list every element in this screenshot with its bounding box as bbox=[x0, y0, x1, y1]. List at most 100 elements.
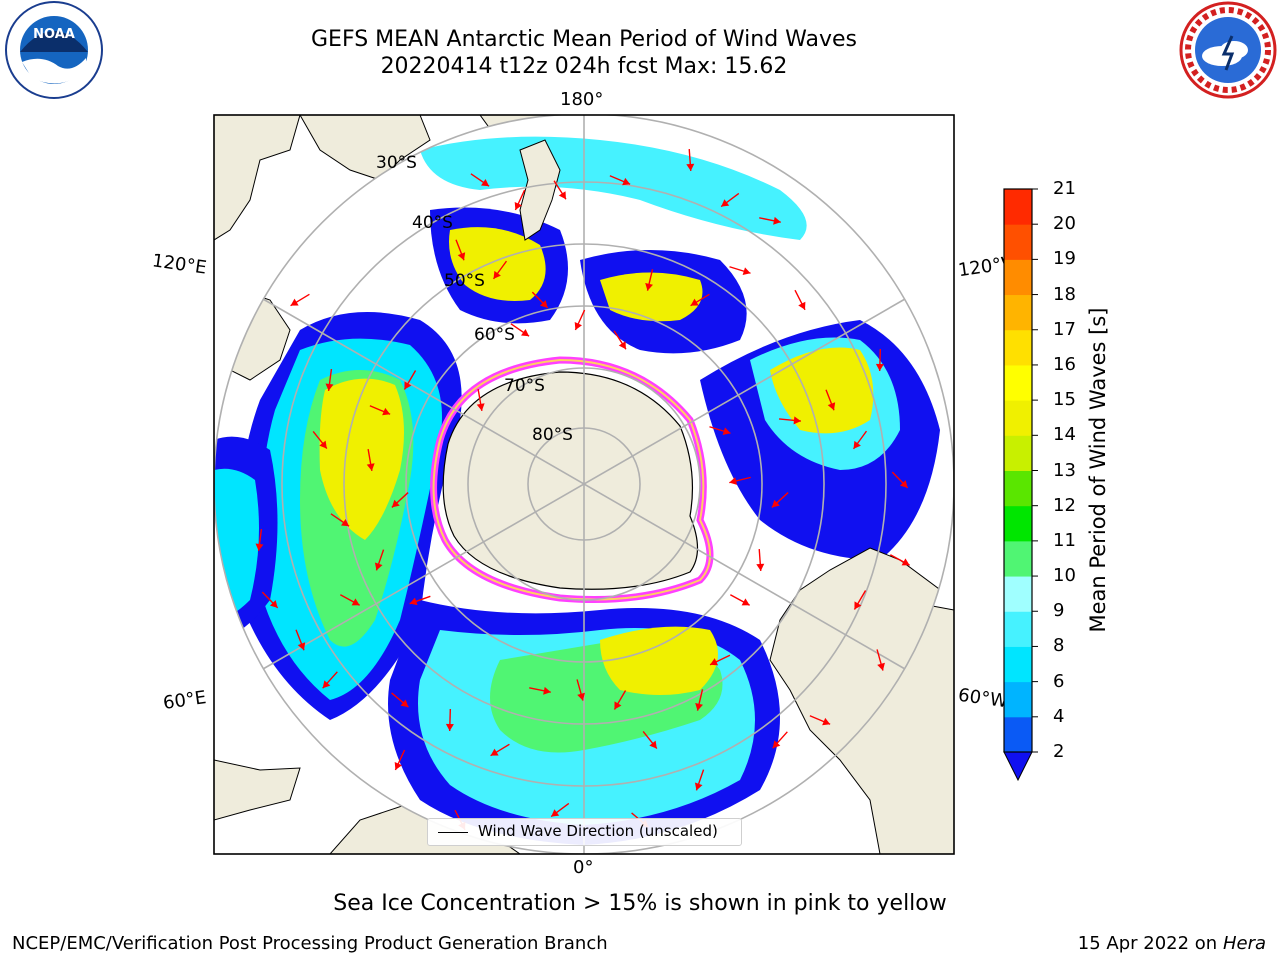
wave-direction-arrow-head bbox=[521, 328, 530, 337]
wave-direction-arrow-head bbox=[404, 381, 412, 390]
wave-direction-arrow-head bbox=[269, 600, 278, 608]
wave-direction-arrow-head bbox=[366, 463, 375, 471]
wave-direction-arrow-head bbox=[409, 597, 418, 606]
wave-direction-arrow-head bbox=[722, 427, 731, 436]
wave-direction-arrow-head bbox=[490, 748, 499, 756]
wave-direction-arrow-head bbox=[899, 480, 908, 488]
colorbar-tick-label: 11 bbox=[1053, 529, 1076, 551]
wave-direction-arrow-head bbox=[773, 216, 781, 225]
colorbar-segment bbox=[1004, 505, 1032, 542]
wave-direction-arrow-head bbox=[694, 782, 703, 791]
colorbar-segment bbox=[1004, 259, 1032, 296]
noaa-logo: NOAA bbox=[5, 1, 103, 99]
wave-direction-arrow-head bbox=[645, 282, 653, 291]
wave-direction-arrow-head bbox=[577, 692, 585, 701]
colorbar-segment bbox=[1004, 576, 1032, 612]
sea-ice-caption: Sea Ice Concentration > 15% is shown in … bbox=[333, 891, 947, 916]
colorbar-tick-label: 14 bbox=[1053, 424, 1076, 446]
colorbar-segment bbox=[1004, 400, 1032, 436]
wave-direction-arrow-head bbox=[351, 598, 360, 606]
wave-direction-arrow-head bbox=[551, 809, 560, 817]
wave-period-patch bbox=[770, 347, 874, 434]
wave-direction-arrow-head bbox=[822, 717, 831, 726]
wave-direction-arrow-head bbox=[543, 686, 551, 695]
colorbar-segment bbox=[1004, 329, 1032, 366]
wave-direction-arrow-head bbox=[622, 177, 631, 186]
colorbar-tick-label: 18 bbox=[1053, 283, 1076, 305]
colorbar-segment bbox=[1004, 224, 1032, 260]
colorbar-tick-label: 13 bbox=[1053, 459, 1076, 481]
wave-direction-arrow-head bbox=[695, 702, 703, 711]
wave-period-patch bbox=[420, 136, 807, 240]
lat-label-30s: 30°S bbox=[376, 153, 417, 173]
colorbar-tick-label: 9 bbox=[1053, 600, 1065, 622]
wave-direction-arrow-head bbox=[721, 199, 730, 207]
colorbar-segment bbox=[1004, 540, 1032, 577]
wave-period-patch bbox=[449, 227, 546, 301]
wave-direction-arrow-head bbox=[391, 499, 400, 508]
colorbar-tick-label: 10 bbox=[1053, 565, 1076, 587]
wave-direction-arrow-head bbox=[476, 403, 485, 411]
wave-direction-arrow-head bbox=[618, 341, 626, 350]
wave-direction-arrow-head bbox=[854, 601, 862, 610]
wave-direction-arrow-head bbox=[445, 723, 454, 731]
wave-direction-arrow-head bbox=[742, 267, 751, 276]
wave-direction-arrow-head bbox=[319, 440, 327, 449]
colorbar bbox=[1003, 188, 1038, 782]
colorbar-tick-label: 16 bbox=[1053, 353, 1076, 375]
colorbar-tick-label: 20 bbox=[1053, 213, 1076, 235]
wave-direction-arrow-head bbox=[756, 563, 765, 571]
colorbar-tick-label: 2 bbox=[1053, 741, 1065, 762]
nws-logo bbox=[1179, 1, 1277, 99]
wave-direction-arrow-head bbox=[322, 680, 331, 689]
lon-label-top: 180° bbox=[560, 89, 604, 110]
map-frame bbox=[213, 114, 955, 855]
wave-direction-arrow-head bbox=[710, 658, 719, 666]
wave-direction-arrow-head bbox=[729, 477, 738, 485]
colorbar-tick-label: 6 bbox=[1053, 670, 1065, 692]
lat-label-50s: 50°S bbox=[444, 271, 485, 291]
wave-direction-arrow-head bbox=[574, 321, 582, 331]
wave-direction-arrow-head bbox=[481, 178, 490, 187]
legend-label: Wind Wave Direction (unscaled) bbox=[478, 822, 718, 840]
footer-machine: Hera bbox=[1222, 933, 1266, 954]
wave-direction-arrow-head bbox=[875, 363, 884, 371]
lat-label-40s: 40°S bbox=[412, 213, 453, 233]
wave-direction-arrow-head bbox=[690, 298, 699, 306]
wave-direction-arrow-head bbox=[771, 499, 780, 508]
wave-direction-arrow-head bbox=[493, 270, 501, 279]
wave-direction-arrow-head bbox=[539, 300, 548, 308]
wave-direction-arrow-head bbox=[686, 163, 695, 171]
legend-line bbox=[438, 832, 468, 833]
footer-right: 15 Apr 2022 on Hera bbox=[1078, 933, 1266, 954]
wave-period-patch bbox=[600, 272, 703, 322]
wave-direction-arrow-head bbox=[290, 298, 299, 306]
legend-box: Wind Wave Direction (unscaled) bbox=[427, 818, 742, 846]
wave-direction-arrow-head bbox=[558, 191, 566, 200]
title-line-1: GEFS MEAN Antarctic Mean Period of Wind … bbox=[311, 27, 857, 52]
colorbar-segment bbox=[1004, 470, 1032, 507]
wave-direction-arrow-head bbox=[877, 662, 885, 671]
colorbar-segment bbox=[1004, 364, 1032, 401]
footer-date: 15 Apr 2022 on bbox=[1077, 933, 1223, 954]
lon-label-bottom: 0° bbox=[573, 857, 594, 878]
wave-direction-arrow-head bbox=[827, 402, 836, 411]
wave-direction-arrow-head bbox=[341, 518, 350, 527]
colorbar-tick-label: 4 bbox=[1053, 705, 1065, 727]
colorbar-segment bbox=[1004, 294, 1032, 331]
wave-direction-arrow-head bbox=[901, 558, 910, 566]
wave-direction-arrow-head bbox=[394, 761, 402, 771]
wave-direction-arrow-head bbox=[400, 699, 409, 708]
wave-direction-arrow-head bbox=[853, 440, 861, 449]
title-line-2: 20220414 t12z 024h fcst Max: 15.62 bbox=[380, 54, 788, 79]
wave-direction-arrow-head bbox=[457, 252, 466, 261]
wave-direction-arrow-head bbox=[614, 701, 622, 710]
wave-direction-arrow-head bbox=[255, 543, 264, 551]
lat-label-60s: 60°S bbox=[474, 325, 515, 345]
wave-direction-arrow-head bbox=[374, 562, 383, 571]
wave-direction-arrow-head bbox=[798, 301, 806, 310]
colorbar-segment bbox=[1004, 646, 1032, 683]
lat-label-80s: 80°S bbox=[532, 425, 573, 445]
wave-direction-arrow-head bbox=[514, 201, 522, 211]
